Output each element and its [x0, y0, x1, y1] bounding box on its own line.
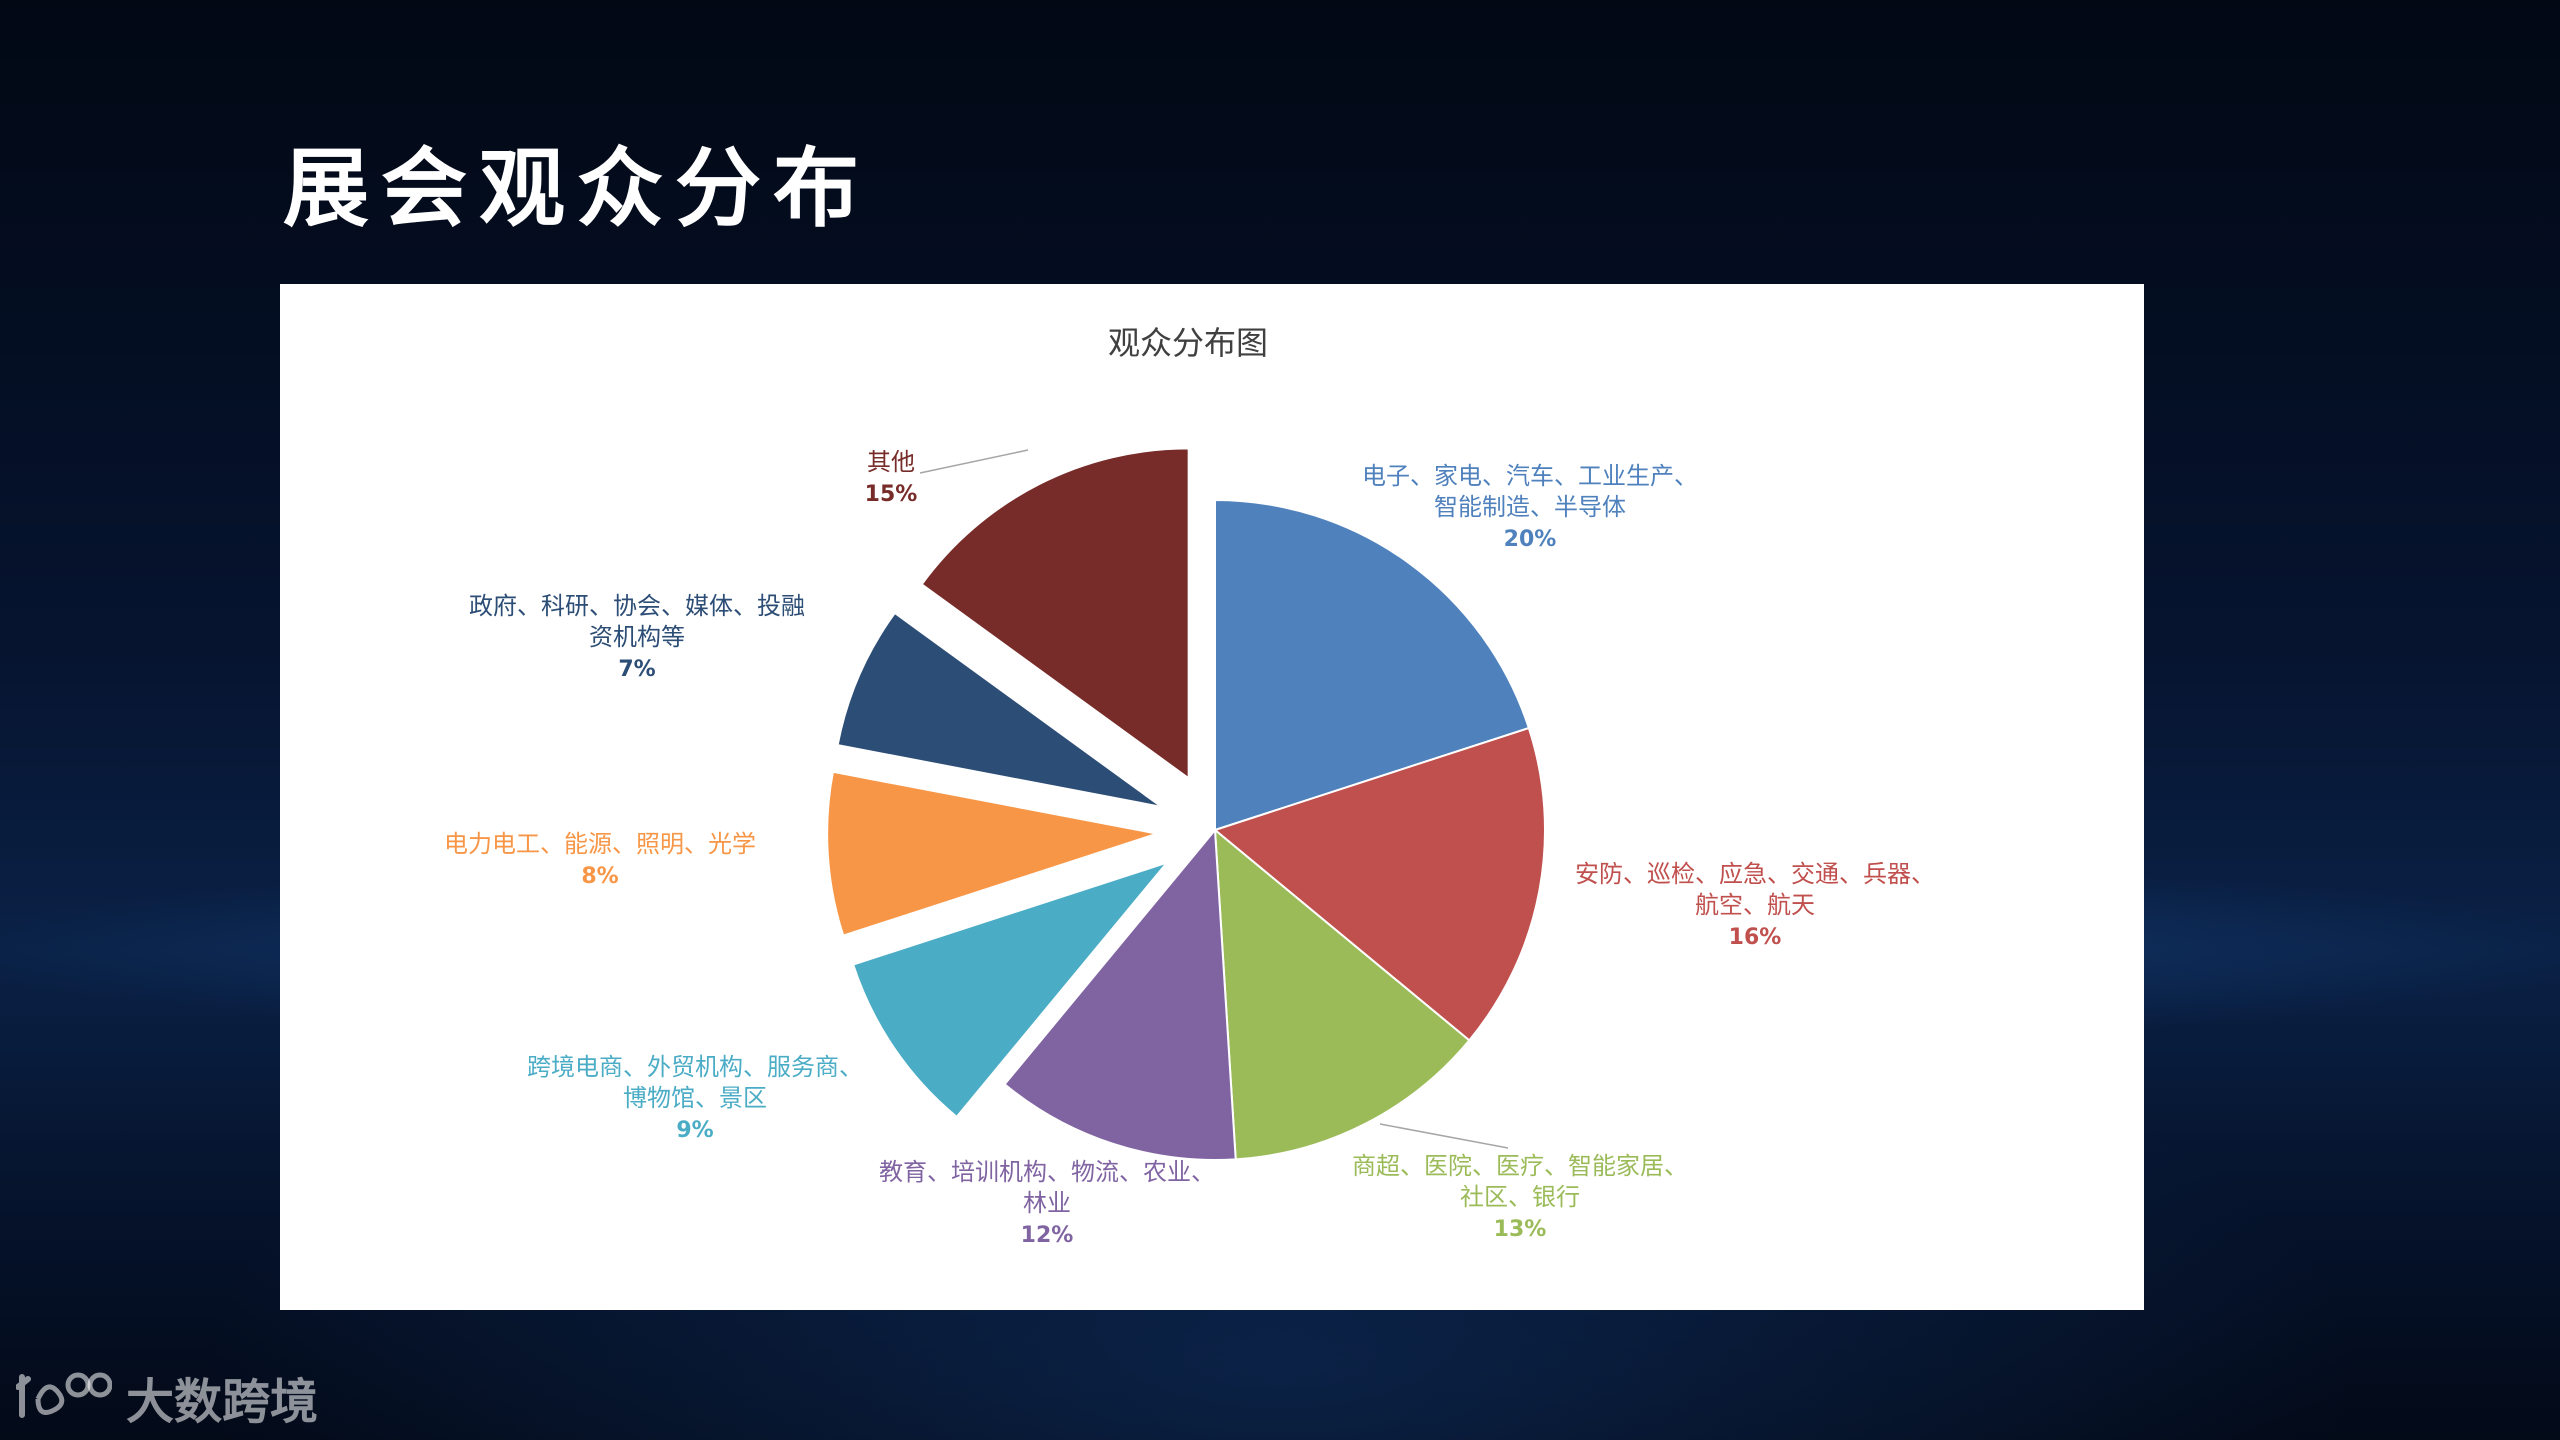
slice-percent-7: 7% [618, 657, 655, 682]
logo-mark-icon [16, 1372, 112, 1418]
pie-slice-6 [826, 770, 1158, 937]
slice-label-2-line-2: 航空、航天 [1695, 891, 1815, 919]
pie-chart: 观众分布图 电子、家电、汽车、工业生产、智能制造、半导体 20% 安防、巡检、应急、… [444, 324, 1935, 1248]
pie-slice-1 [1214, 498, 1531, 832]
slice-label-5-line-1: 跨境电商、外贸机构、服务商、 [527, 1053, 863, 1081]
pie-slice-7 [836, 611, 1163, 808]
slice-label-3-line-2: 社区、银行 [1460, 1183, 1580, 1211]
slice-percent-5: 9% [676, 1118, 713, 1143]
slice-label-6-line-1: 电力电工、能源、照明、光学 [444, 830, 756, 858]
slice-percent-1: 20% [1504, 527, 1557, 552]
slice-percent-3: 13% [1494, 1217, 1547, 1242]
slice-label-5-line-2: 博物馆、景区 [623, 1084, 767, 1112]
pie-slice-8 [920, 447, 1190, 781]
pie-slice-4 [1003, 827, 1237, 1161]
slice-percent-4: 12% [1021, 1223, 1074, 1248]
slice-label-3-line-1: 商超、医院、医疗、智能家居、 [1352, 1152, 1688, 1180]
slice-label-4-line-1: 教育、培训机构、物流、农业、 [879, 1158, 1215, 1186]
slice-percent-2: 16% [1729, 925, 1782, 950]
brand-name: 大数跨境 [126, 1374, 319, 1430]
pie-slice-5 [851, 860, 1170, 1119]
slice-label-2-line-1: 安防、巡检、应急、交通、兵器、 [1575, 860, 1935, 888]
brand-watermark: 大数跨境 [16, 1362, 318, 1432]
slice-label-7-line-1: 政府、科研、协会、媒体、投融 [469, 592, 805, 620]
slice-percent-6: 8% [581, 864, 618, 889]
slice-label-8-line-1: 其他 [867, 448, 915, 476]
slice-label-1-line-2: 智能制造、半导体 [1434, 493, 1626, 521]
chart-panel: 观众分布图 电子、家电、汽车、工业生产、 智能制造、半导体 20% 安防、巡检、应急、… [280, 284, 2144, 1310]
slice-label-1-line-1: 电子、家电、汽车、工业生产、 [1362, 462, 1698, 490]
leader-line-8 [919, 449, 1029, 474]
page-title: 展会观众分布 [283, 139, 871, 239]
slice-label-4-line-2: 林业 [1023, 1189, 1071, 1217]
leader-line-3 [1379, 1123, 1509, 1149]
pie-slice-3 [1213, 827, 1471, 1161]
slice-percent-8: 15% [865, 482, 918, 507]
slice-label-7-line-2: 资机构等 [589, 623, 685, 651]
pie-slice-2 [1212, 726, 1546, 1042]
chart-title: 观众分布图 [1108, 324, 1268, 362]
